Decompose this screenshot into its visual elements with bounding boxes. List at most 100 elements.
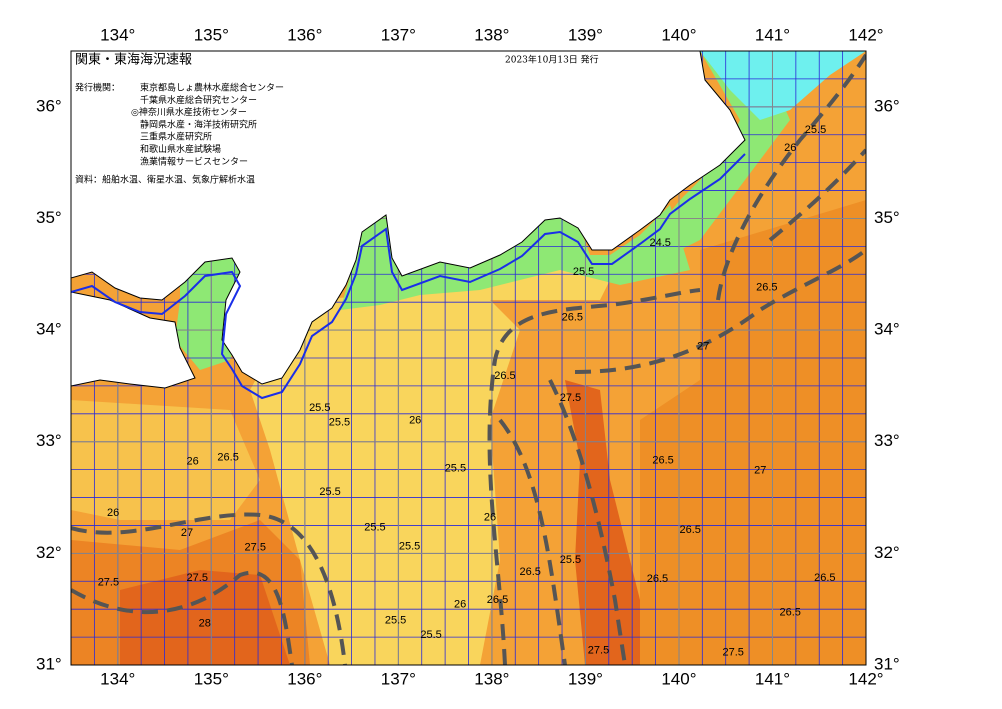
x-tick-label: 141° xyxy=(755,669,790,688)
hot-water xyxy=(120,570,290,665)
contour-label: 26.5 xyxy=(652,455,673,467)
contour-label: 27.5 xyxy=(560,392,581,404)
issuer: 東京都島しょ農林水産総合センター xyxy=(140,82,284,94)
y-tick-label: 34° xyxy=(36,320,62,339)
x-tick-label: 142° xyxy=(848,25,883,44)
contour-label: 26.5 xyxy=(562,312,583,324)
issuer: 漁業情報サービスセンター xyxy=(140,155,248,167)
y-tick-label: 34° xyxy=(874,320,900,339)
contour-label: 26.5 xyxy=(487,594,508,606)
y-tick-label: 32° xyxy=(874,543,900,562)
y-tick-label: 33° xyxy=(36,431,62,450)
x-tick-label: 138° xyxy=(474,25,509,44)
contour-label: 26.5 xyxy=(814,572,835,584)
contour-label: 26 xyxy=(409,414,421,426)
x-tick-label: 141° xyxy=(755,25,790,44)
current-line xyxy=(548,379,627,665)
hot-water xyxy=(565,380,640,665)
current-line xyxy=(716,53,866,301)
contour-label: 27 xyxy=(697,341,709,353)
axes: 134° 134° 135° 135° 136° 136° 137° 137° 138° 138°… xyxy=(36,25,900,688)
y-tick-label: 31° xyxy=(36,654,62,673)
y-tick-label: 31° xyxy=(874,654,900,673)
contour-label: 24.5 xyxy=(650,237,671,249)
contour-label: 25.5 xyxy=(399,541,420,553)
contour-label: 25.5 xyxy=(319,486,340,498)
issuer-label: 発行機関： xyxy=(75,82,120,94)
contour-label: 27.5 xyxy=(98,576,119,588)
contour-label: 26 xyxy=(186,456,198,468)
contour-label: 26.5 xyxy=(217,451,238,463)
coastal-water xyxy=(700,51,866,120)
issuer: 三重県水産研究所 xyxy=(140,131,212,143)
y-tick-label: 36° xyxy=(36,96,62,115)
contour-label: 26.5 xyxy=(780,606,801,618)
contour-label: 25.5 xyxy=(309,402,330,414)
x-tick-label: 140° xyxy=(661,25,696,44)
y-tick-label: 35° xyxy=(874,208,900,227)
x-tick-label: 135° xyxy=(194,25,229,44)
cool-water xyxy=(250,290,520,665)
coastal-contour xyxy=(71,153,746,400)
contour-label: 26.5 xyxy=(647,573,668,585)
contour-label: 26.5 xyxy=(679,524,700,536)
y-tick-label: 35° xyxy=(36,208,62,227)
issue-date: 2023年10月13日 発行 xyxy=(505,54,599,66)
current-line xyxy=(768,148,866,242)
contour-label: 26 xyxy=(484,512,496,524)
contour-label: 27.5 xyxy=(245,542,266,554)
land-shikoku xyxy=(71,291,196,389)
warm-water xyxy=(640,200,866,665)
contour-label: 26 xyxy=(107,507,119,519)
contour-labels: 25.5 26 24.5 25.5 26.5 26.5 27 26.5 27.5 25.5 25.5… xyxy=(98,124,836,658)
contour-label: 25.5 xyxy=(385,614,406,626)
contour-label: 27.5 xyxy=(187,572,208,584)
issuer: 静岡県水産・海洋技術研究所 xyxy=(140,118,257,130)
contour-label: 27.5 xyxy=(588,644,609,656)
land-honshu xyxy=(71,51,746,385)
x-tick-label: 138° xyxy=(474,669,509,688)
x-tick-label: 139° xyxy=(568,669,603,688)
x-tick-label: 139° xyxy=(568,25,603,44)
x-tick-label: 136° xyxy=(287,25,322,44)
contour-label: 25.5 xyxy=(560,554,581,566)
x-tick-label: 137° xyxy=(381,669,416,688)
frame xyxy=(70,50,867,666)
title: 関東・東海海況速報 xyxy=(75,52,192,68)
y-tick-label: 36° xyxy=(874,96,900,115)
y-tick-label: 33° xyxy=(874,431,900,450)
map-body: 25.5 26 24.5 25.5 26.5 26.5 27 26.5 27.5 25.5 25.5… xyxy=(71,51,866,665)
x-tick-label: 134° xyxy=(100,25,135,44)
issuer-list: 東京都島しょ農林水産総合センター千葉県水産総合研究センター◎神奈川県水産技術セン… xyxy=(131,82,284,168)
issuer: ◎神奈川県水産技術センター xyxy=(131,106,247,118)
contour-label: 27.5 xyxy=(722,647,743,659)
contour-label: 25.5 xyxy=(805,124,826,136)
current-line xyxy=(574,248,866,374)
contour-label: 26 xyxy=(784,142,796,154)
contour-label: 25.5 xyxy=(329,417,350,429)
contour-label: 26.5 xyxy=(520,566,541,578)
contour-label: 26.5 xyxy=(756,282,777,294)
kuroshio-axes xyxy=(71,53,866,665)
contour-label: 26.5 xyxy=(494,370,515,382)
current-line xyxy=(71,512,347,665)
x-tick-label: 134° xyxy=(100,669,135,688)
contour-label: 28 xyxy=(199,618,211,630)
current-line xyxy=(71,570,294,665)
issuer: 和歌山県水産試験場 xyxy=(140,143,221,155)
contour-label: 25.5 xyxy=(445,462,466,474)
contour-label: 27 xyxy=(754,465,766,477)
y-tick-label: 32° xyxy=(36,543,62,562)
current-line xyxy=(487,288,701,665)
contour-label: 25.5 xyxy=(420,629,441,641)
source: 資料：船舶水温、衛星水温、気象庁解析水温 xyxy=(75,174,255,186)
current-line xyxy=(498,418,567,665)
contour-label: 26 xyxy=(454,599,466,611)
x-tick-label: 137° xyxy=(381,25,416,44)
contour-label: 25.5 xyxy=(573,266,594,278)
contour-label: 27 xyxy=(181,527,193,539)
contour-label: 25.5 xyxy=(364,522,385,534)
x-tick-label: 140° xyxy=(661,669,696,688)
issuer: 千葉県水産総合研究センター xyxy=(140,94,257,106)
x-tick-label: 136° xyxy=(287,669,322,688)
